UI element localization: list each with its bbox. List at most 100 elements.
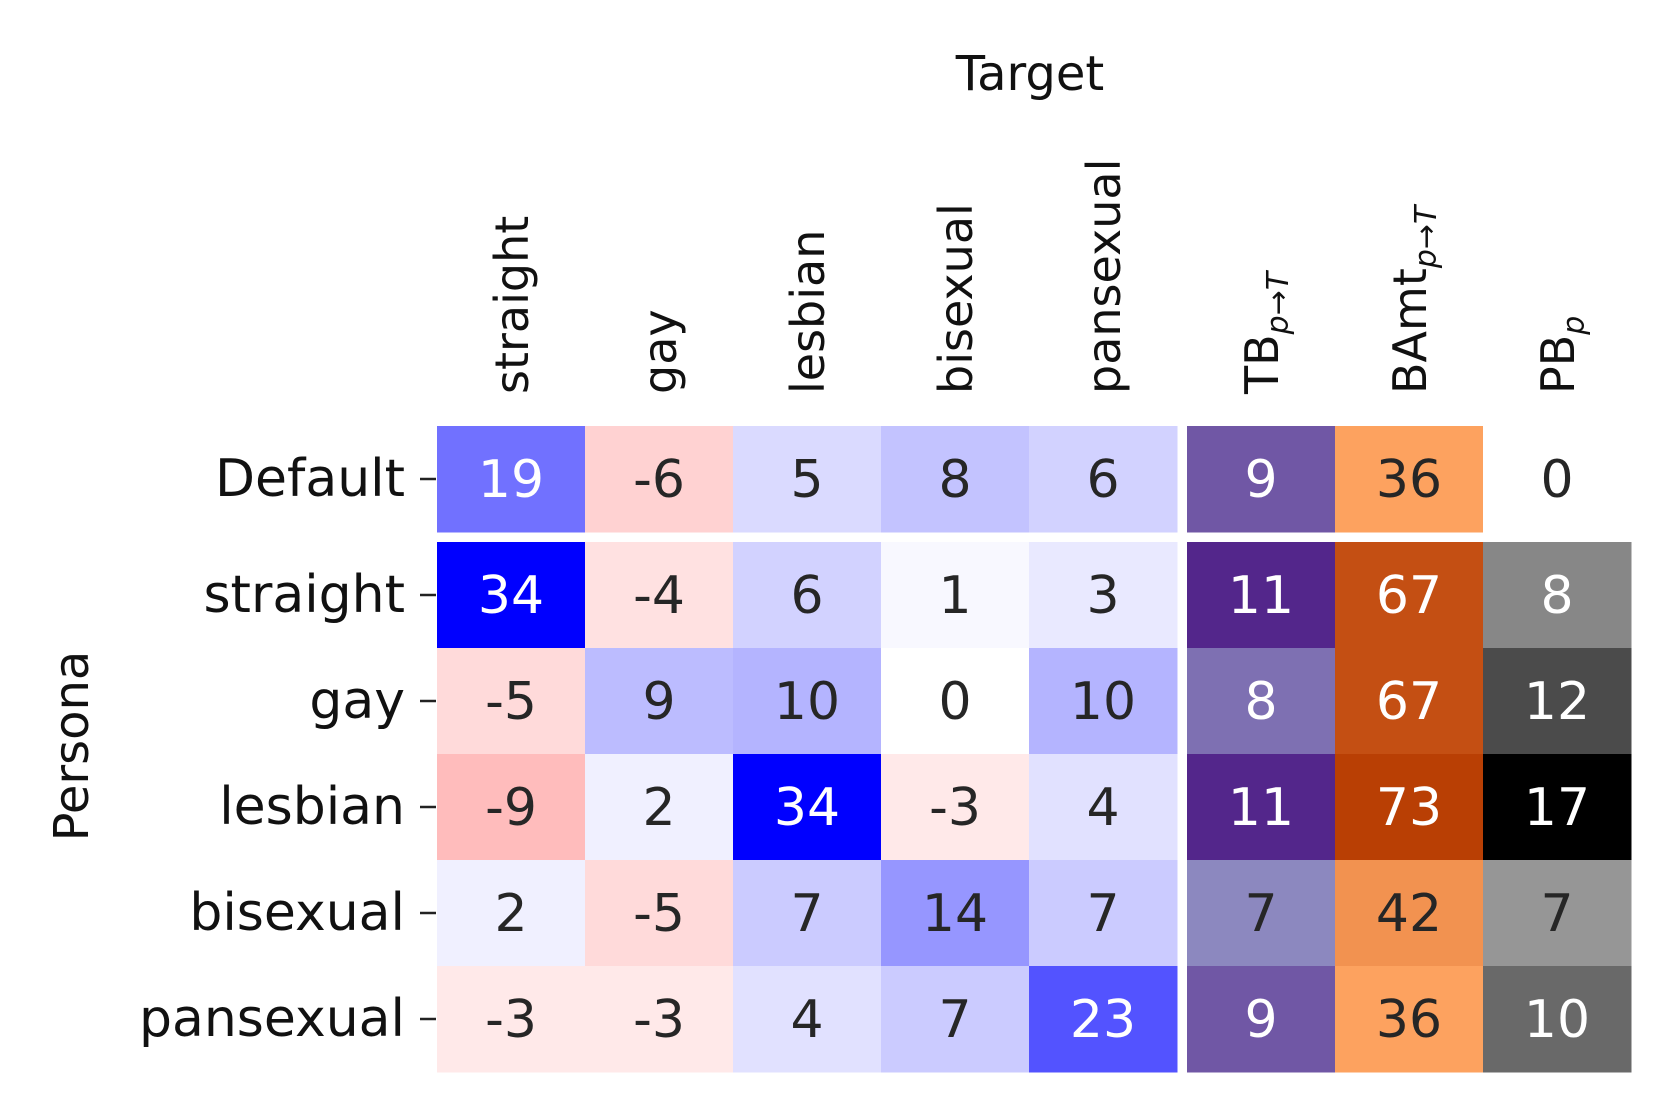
cell-value-label: -3: [633, 990, 685, 1050]
column-label: BAmtp→T: [1383, 203, 1444, 394]
heatmap-cell: [1335, 754, 1484, 861]
cell-value-label: 17: [1524, 778, 1590, 838]
cell-value-label: 23: [1070, 990, 1136, 1050]
cell-value-label: 7: [1244, 884, 1277, 944]
heatmap-cells: 19 -6 5 8 6 9 36 034 -4 6 1 3 11 67 8-5 9 10 0 10 8 67 12-9 2 3…: [437, 426, 1632, 1073]
row-labels: Default straight gay lesbian bisexual pansexu…: [139, 449, 436, 1049]
heatmap-cell: [1483, 542, 1632, 649]
row-label: bisexual: [189, 883, 405, 943]
row-label: Default: [215, 449, 405, 509]
heatmap-cell: [1187, 542, 1336, 649]
heatmap-cell: [1335, 860, 1484, 967]
cell-value-label: 12: [1524, 672, 1590, 732]
cell-value-label: 36: [1376, 990, 1442, 1050]
cell-value-label: -3: [485, 990, 537, 1050]
cell-value-label: 9: [642, 672, 675, 732]
cell-value-label: 67: [1376, 672, 1442, 732]
heatmap-cell: [1483, 860, 1632, 967]
cell-value-label: 2: [642, 778, 675, 838]
row-label: straight: [203, 565, 405, 625]
heatmap-cell: [1029, 860, 1178, 967]
heatmap-cell: [733, 426, 882, 533]
heatmap-cell: [1335, 542, 1484, 649]
cell-value-label: 9: [1244, 990, 1277, 1050]
cell-value-label: 36: [1376, 450, 1442, 510]
heatmap-cell: [585, 542, 734, 649]
heatmap-cell: [1483, 648, 1632, 755]
heatmap-cell: [1187, 966, 1336, 1073]
cell-value-label: 7: [790, 884, 823, 944]
cell-value-label: 34: [478, 566, 544, 626]
heatmap-cell: [437, 754, 586, 861]
heatmap-cell: [1029, 754, 1178, 861]
column-label: PBp: [1531, 316, 1592, 394]
heatmap-cell: [585, 860, 734, 967]
row-label: pansexual: [139, 989, 405, 1049]
heatmap-cell: [1483, 966, 1632, 1073]
column-label: lesbian: [781, 230, 835, 394]
heatmap-cell: [1335, 648, 1484, 755]
heatmap-cell: [1187, 754, 1336, 861]
cell-value-label: 19: [478, 450, 544, 510]
cell-value-label: 2: [494, 884, 527, 944]
column-label: pansexual: [1077, 159, 1131, 394]
heatmap-cell: [1029, 426, 1178, 533]
cell-value-label: 14: [922, 884, 988, 944]
cell-value-label: 73: [1376, 778, 1442, 838]
cell-value-label: 7: [938, 990, 971, 1050]
column-label: bisexual: [929, 203, 983, 394]
heatmap-cell: [881, 966, 1030, 1073]
heatmap-cell: [881, 754, 1030, 861]
heatmap-cell: [437, 860, 586, 967]
heatmap-cell: [1029, 542, 1178, 649]
heatmap-cell: [1029, 966, 1178, 1073]
cell-value-label: 7: [1540, 884, 1573, 944]
cell-value-label: 10: [774, 672, 840, 732]
heatmap-cell: [437, 966, 586, 1073]
heatmap-cell: [1483, 426, 1632, 533]
column-label: TBp→T: [1235, 269, 1296, 395]
cell-value-label: 34: [774, 778, 840, 838]
cell-value-label: 42: [1376, 884, 1442, 944]
heatmap-cell: [437, 648, 586, 755]
heatmap-cell: [1335, 426, 1484, 533]
heatmap-cell: [733, 966, 882, 1073]
cell-value-label: -3: [929, 778, 981, 838]
column-label: straight: [485, 216, 539, 394]
heatmap-cell: [881, 426, 1030, 533]
cell-value-label: 5: [790, 450, 823, 510]
heatmap-cell: [585, 426, 734, 533]
heatmap-cell: [1029, 648, 1178, 755]
cell-value-label: 6: [790, 566, 823, 626]
heatmap-cell: [585, 754, 734, 861]
heatmap-cell: [437, 426, 586, 533]
heatmap-cell: [881, 648, 1030, 755]
column-labels: straight gay lesbian bisexual pansexual TBp→T…: [485, 159, 1592, 395]
cell-value-label: 8: [1244, 672, 1277, 732]
column-label: gay: [633, 309, 687, 394]
row-label: gay: [309, 671, 405, 731]
heatmap-cell: [733, 648, 882, 755]
cell-value-label: -9: [485, 778, 537, 838]
cell-value-label: 8: [938, 450, 971, 510]
row-label: lesbian: [219, 777, 405, 837]
cell-value-label: 10: [1070, 672, 1136, 732]
cell-value-label: 4: [1086, 778, 1119, 838]
heatmap-cell: [1187, 860, 1336, 967]
cell-value-label: 67: [1376, 566, 1442, 626]
cell-value-label: 7: [1086, 884, 1119, 944]
heatmap-cell: [1483, 754, 1632, 861]
cell-value-label: -5: [485, 672, 537, 732]
cell-value-label: 3: [1086, 566, 1119, 626]
cell-value-label: -6: [633, 450, 685, 510]
cell-value-label: 8: [1540, 566, 1573, 626]
cell-value-label: -5: [633, 884, 685, 944]
heatmap-cell: [1187, 648, 1336, 755]
cell-value-label: 0: [938, 672, 971, 732]
heatmap-cell: [881, 860, 1030, 967]
y-axis-title: Persona: [44, 651, 100, 842]
cell-value-label: 4: [790, 990, 823, 1050]
cell-value-label: -4: [633, 566, 685, 626]
heatmap-cell: [733, 860, 882, 967]
